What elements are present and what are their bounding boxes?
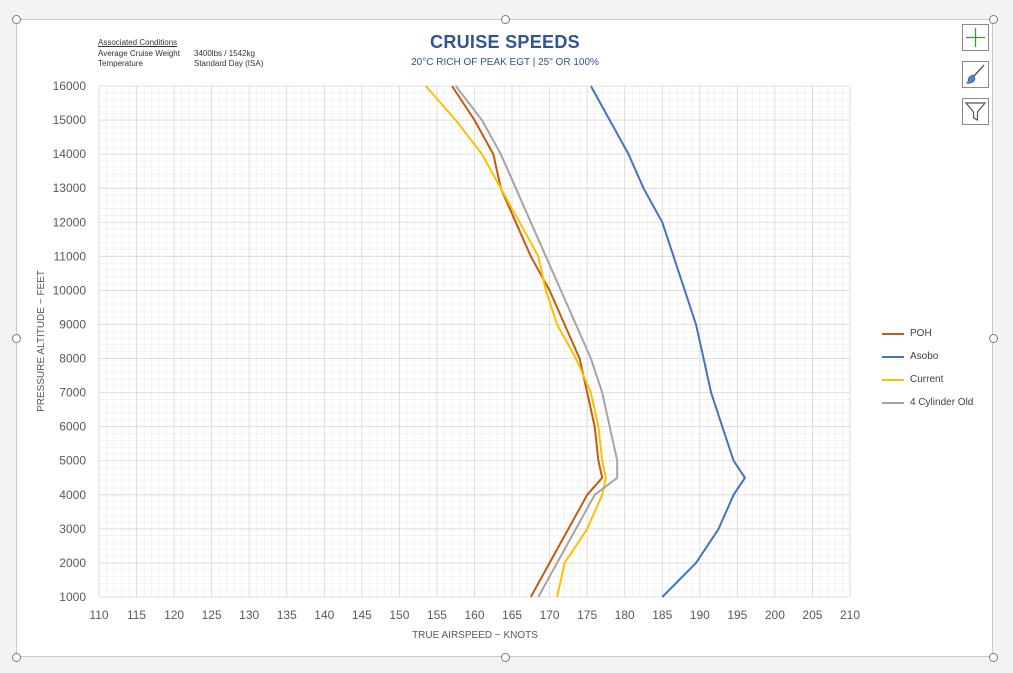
x-tick-label: 115	[127, 608, 146, 622]
x-tick-label: 170	[540, 608, 560, 622]
resize-handle-top-left[interactable]	[12, 15, 21, 24]
resize-handle-bottom-center[interactable]	[501, 653, 510, 662]
legend-item[interactable]: 4 Cylinder Old	[882, 391, 973, 414]
resize-handle-bottom-left[interactable]	[12, 653, 21, 662]
chart-title[interactable]: CRUISE SPEEDS	[430, 32, 580, 52]
y-tick-label: 4000	[59, 488, 86, 502]
x-tick-label: 160	[464, 608, 484, 622]
legend-label: POH	[910, 328, 932, 339]
funnel-icon	[964, 102, 987, 121]
x-tick-label: 190	[690, 608, 710, 622]
x-tick-label: 150	[389, 608, 409, 622]
x-tick-label: 205	[802, 608, 822, 622]
y-tick-label: 10000	[53, 283, 87, 297]
y-axis-title: PRESSURE ALTITUDE ~ FEET	[36, 270, 47, 412]
resize-handle-middle-right[interactable]	[989, 334, 998, 343]
y-tick-label: 16000	[53, 79, 87, 93]
x-tick-label: 135	[277, 608, 297, 622]
resize-handle-top-right[interactable]	[989, 15, 998, 24]
condition-label: Temperature	[98, 59, 143, 68]
y-tick-label: 8000	[59, 352, 86, 366]
chart-styles-button[interactable]	[962, 61, 989, 88]
legend[interactable]: POH Asobo Current 4 Cylinder Old	[882, 322, 973, 414]
series-lines	[424, 85, 746, 598]
y-tick-label: 14000	[53, 147, 87, 161]
resize-handle-bottom-right[interactable]	[989, 653, 998, 662]
condition-value: Standard Day (ISA)	[194, 59, 264, 68]
x-tick-label: 210	[840, 608, 860, 622]
conditions-heading: Associated Conditions	[98, 38, 178, 47]
resize-handle-top-center[interactable]	[501, 15, 510, 24]
x-tick-label: 140	[314, 608, 334, 622]
x-tick-label: 120	[164, 608, 184, 622]
series-line-asobo[interactable]	[590, 85, 746, 598]
x-tick-label: 145	[352, 608, 372, 622]
y-tick-label: 1000	[59, 590, 86, 604]
paintbrush-icon	[965, 64, 985, 84]
x-axis-title: TRUE AIRSPEED ~ KNOTS	[412, 630, 538, 641]
plus-icon	[966, 28, 985, 47]
x-tick-label: 175	[577, 608, 597, 622]
y-tick-label: 6000	[59, 420, 86, 434]
series-line-current[interactable]	[424, 85, 607, 598]
x-tick-label: 155	[427, 608, 447, 622]
legend-item[interactable]: Current	[882, 368, 973, 391]
x-tick-label: 110	[89, 608, 108, 622]
y-tick-label: 3000	[59, 522, 86, 536]
legend-swatch	[882, 355, 904, 358]
y-tick-label: 7000	[59, 386, 86, 400]
major-gridlines	[98, 85, 851, 598]
x-tick-label: 200	[765, 608, 785, 622]
y-tick-label: 11000	[54, 249, 87, 263]
condition-label: Average Cruise Weight	[98, 48, 180, 58]
y-tick-label: 13000	[53, 181, 87, 195]
series-line-poh[interactable]	[451, 85, 604, 598]
y-tick-label: 9000	[59, 317, 86, 331]
legend-label: Asobo	[910, 351, 939, 362]
y-tick-label: 12000	[53, 215, 87, 229]
legend-swatch	[882, 401, 904, 404]
x-tick-label: 180	[615, 608, 635, 622]
legend-label: Current	[910, 374, 944, 385]
associated-conditions: Associated Conditions Average Cruise Wei…	[98, 38, 263, 70]
legend-label: 4 Cylinder Old	[910, 397, 974, 408]
x-axis-ticks: 110 115 120 125 130 135 140 145 150 155 160 165 170 1…	[89, 608, 860, 622]
condition-row: Average Cruise Weight 3400lbs / 1542kg	[98, 49, 263, 60]
legend-item[interactable]: Asobo	[882, 345, 973, 368]
condition-row: Temperature Standard Day (ISA)	[98, 59, 263, 70]
chart-subtitle: 20°C RICH OF PEAK EGT | 25" OR 100%	[411, 57, 599, 68]
y-tick-label: 15000	[53, 113, 87, 127]
series-line-4-cylinder-old[interactable]	[454, 85, 619, 598]
chart-filters-button[interactable]	[962, 98, 989, 125]
chart-tools	[962, 24, 990, 135]
x-tick-label: 125	[202, 608, 222, 622]
y-axis-ticks: 1000 2000 3000 4000 5000 6000 7000 8000 9000 1000…	[53, 79, 87, 604]
x-tick-label: 165	[502, 608, 522, 622]
x-tick-label: 130	[239, 608, 259, 622]
y-tick-label: 5000	[59, 454, 86, 468]
legend-item[interactable]: POH	[882, 322, 973, 345]
legend-swatch	[882, 332, 904, 335]
resize-handle-middle-left[interactable]	[12, 334, 21, 343]
legend-swatch	[882, 378, 904, 381]
x-tick-label: 185	[652, 608, 672, 622]
y-tick-label: 2000	[59, 556, 86, 570]
condition-value: 3400lbs / 1542kg	[194, 48, 255, 58]
chart-elements-button[interactable]	[962, 24, 989, 51]
x-tick-label: 195	[727, 608, 747, 622]
